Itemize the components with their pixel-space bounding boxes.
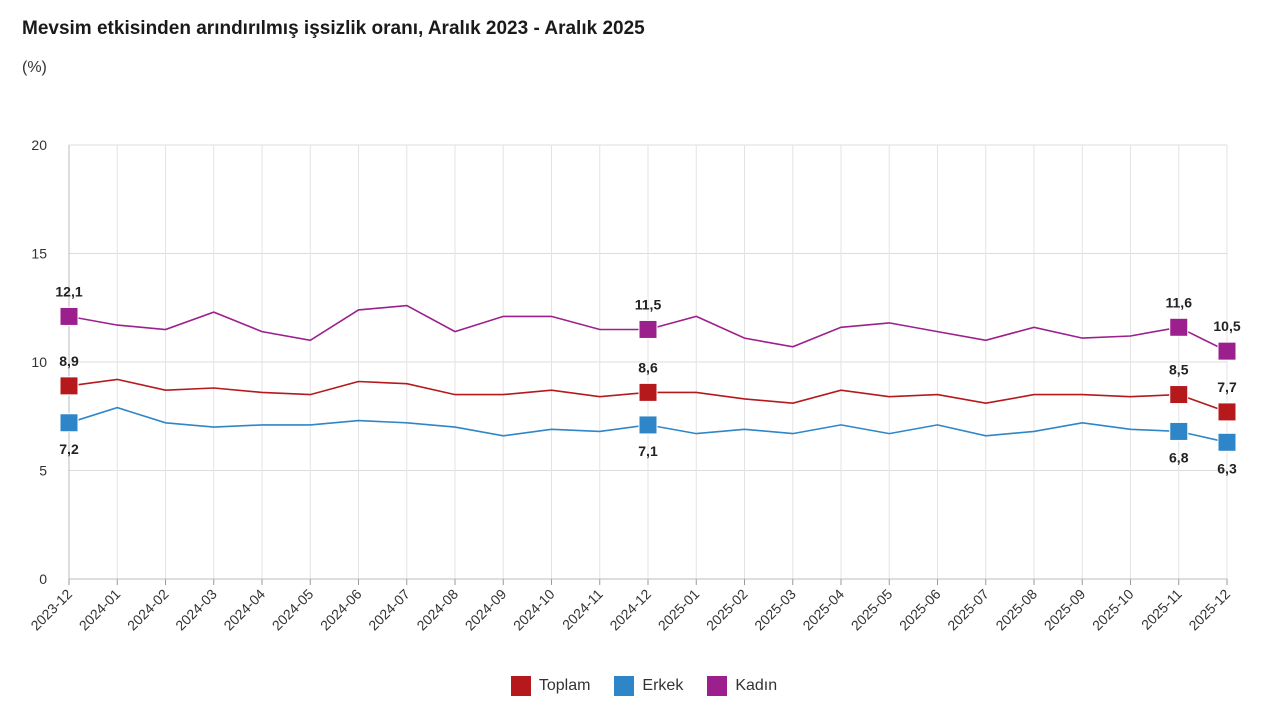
x-tick-label: 2025-11	[1138, 586, 1185, 633]
x-tick-label: 2024-09	[462, 586, 510, 634]
data-point-marker	[59, 306, 79, 326]
data-point-marker	[638, 319, 658, 339]
legend-label-erkek: Erkek	[642, 677, 684, 694]
legend-swatch-toplam	[510, 676, 531, 696]
x-tick-label: 2024-11	[559, 586, 606, 633]
data-label: 6,8	[1169, 449, 1189, 465]
x-tick-label: 2025-07	[944, 586, 992, 634]
data-point-marker	[1169, 421, 1189, 441]
legend-swatch-kadin	[707, 676, 728, 696]
legend-swatch-erkek	[614, 676, 635, 696]
data-point-marker	[1217, 341, 1237, 361]
data-label: 7,2	[59, 441, 79, 457]
x-tick-label: 2025-06	[896, 586, 944, 634]
y-tick-label: 5	[39, 463, 47, 479]
data-label: 6,3	[1217, 460, 1237, 476]
x-tick-label: 2024-05	[269, 586, 317, 634]
x-tick-label: 2025-03	[751, 586, 799, 634]
legend-item-erkek[interactable]: Erkek	[614, 676, 683, 696]
x-tick-label: 2024-02	[124, 586, 172, 634]
data-label: 10,5	[1213, 318, 1240, 334]
legend-item-toplam[interactable]: Toplam	[510, 676, 591, 696]
data-point-marker	[638, 382, 658, 402]
x-tick-label: 2025-02	[703, 586, 751, 634]
data-label: 8,9	[59, 353, 79, 369]
x-tick-label: 2025-10	[1089, 586, 1137, 634]
data-point-marker	[59, 413, 79, 433]
x-tick-label: 2024-03	[172, 586, 220, 634]
x-tick-label: 2025-08	[992, 586, 1040, 634]
legend-label-toplam: Toplam	[538, 677, 591, 694]
unit-label: (%)	[22, 59, 47, 76]
data-point-marker	[59, 376, 79, 396]
legend-label-kadin: Kadın	[735, 677, 778, 694]
x-tick-label: 2023-12	[27, 586, 75, 634]
x-tick-label: 2025-12	[1185, 586, 1233, 634]
chart-title: Mevsim etkisinden arındırılmış işsizlik …	[22, 18, 645, 39]
y-tick-label: 20	[31, 137, 47, 153]
data-label: 8,6	[638, 359, 658, 375]
data-label: 11,6	[1166, 294, 1193, 310]
data-point-marker	[1169, 385, 1189, 405]
x-tick-label: 2024-04	[220, 586, 268, 634]
x-tick-label: 2025-05	[848, 586, 896, 634]
x-tick-label: 2024-08	[413, 586, 461, 634]
data-label: 7,1	[638, 443, 658, 459]
x-tick-label: 2024-06	[317, 586, 365, 634]
data-label: 8,5	[1169, 362, 1189, 378]
legend: Toplam Erkek Kadın	[0, 676, 1280, 696]
legend-item-kadin[interactable]: Kadın	[707, 676, 777, 696]
x-tick-label: 2024-07	[365, 586, 413, 634]
x-tick-label: 2025-04	[799, 586, 847, 634]
x-tick-label: 2025-01	[655, 586, 703, 634]
data-point-marker	[1217, 402, 1237, 422]
x-tick-label: 2025-09	[1041, 586, 1089, 634]
x-tick-label: 2024-01	[76, 586, 124, 634]
x-tick-label: 2024-12	[606, 586, 654, 634]
data-point-marker	[638, 415, 658, 435]
data-point-marker	[1169, 317, 1189, 337]
data-label: 7,7	[1217, 379, 1237, 395]
data-label: 11,5	[635, 296, 662, 312]
y-tick-label: 15	[31, 246, 47, 262]
y-tick-label: 10	[31, 354, 47, 370]
data-label: 12,1	[55, 283, 82, 299]
data-point-marker	[1217, 432, 1237, 452]
y-tick-label: 0	[39, 571, 47, 587]
x-tick-label: 2024-10	[510, 586, 558, 634]
